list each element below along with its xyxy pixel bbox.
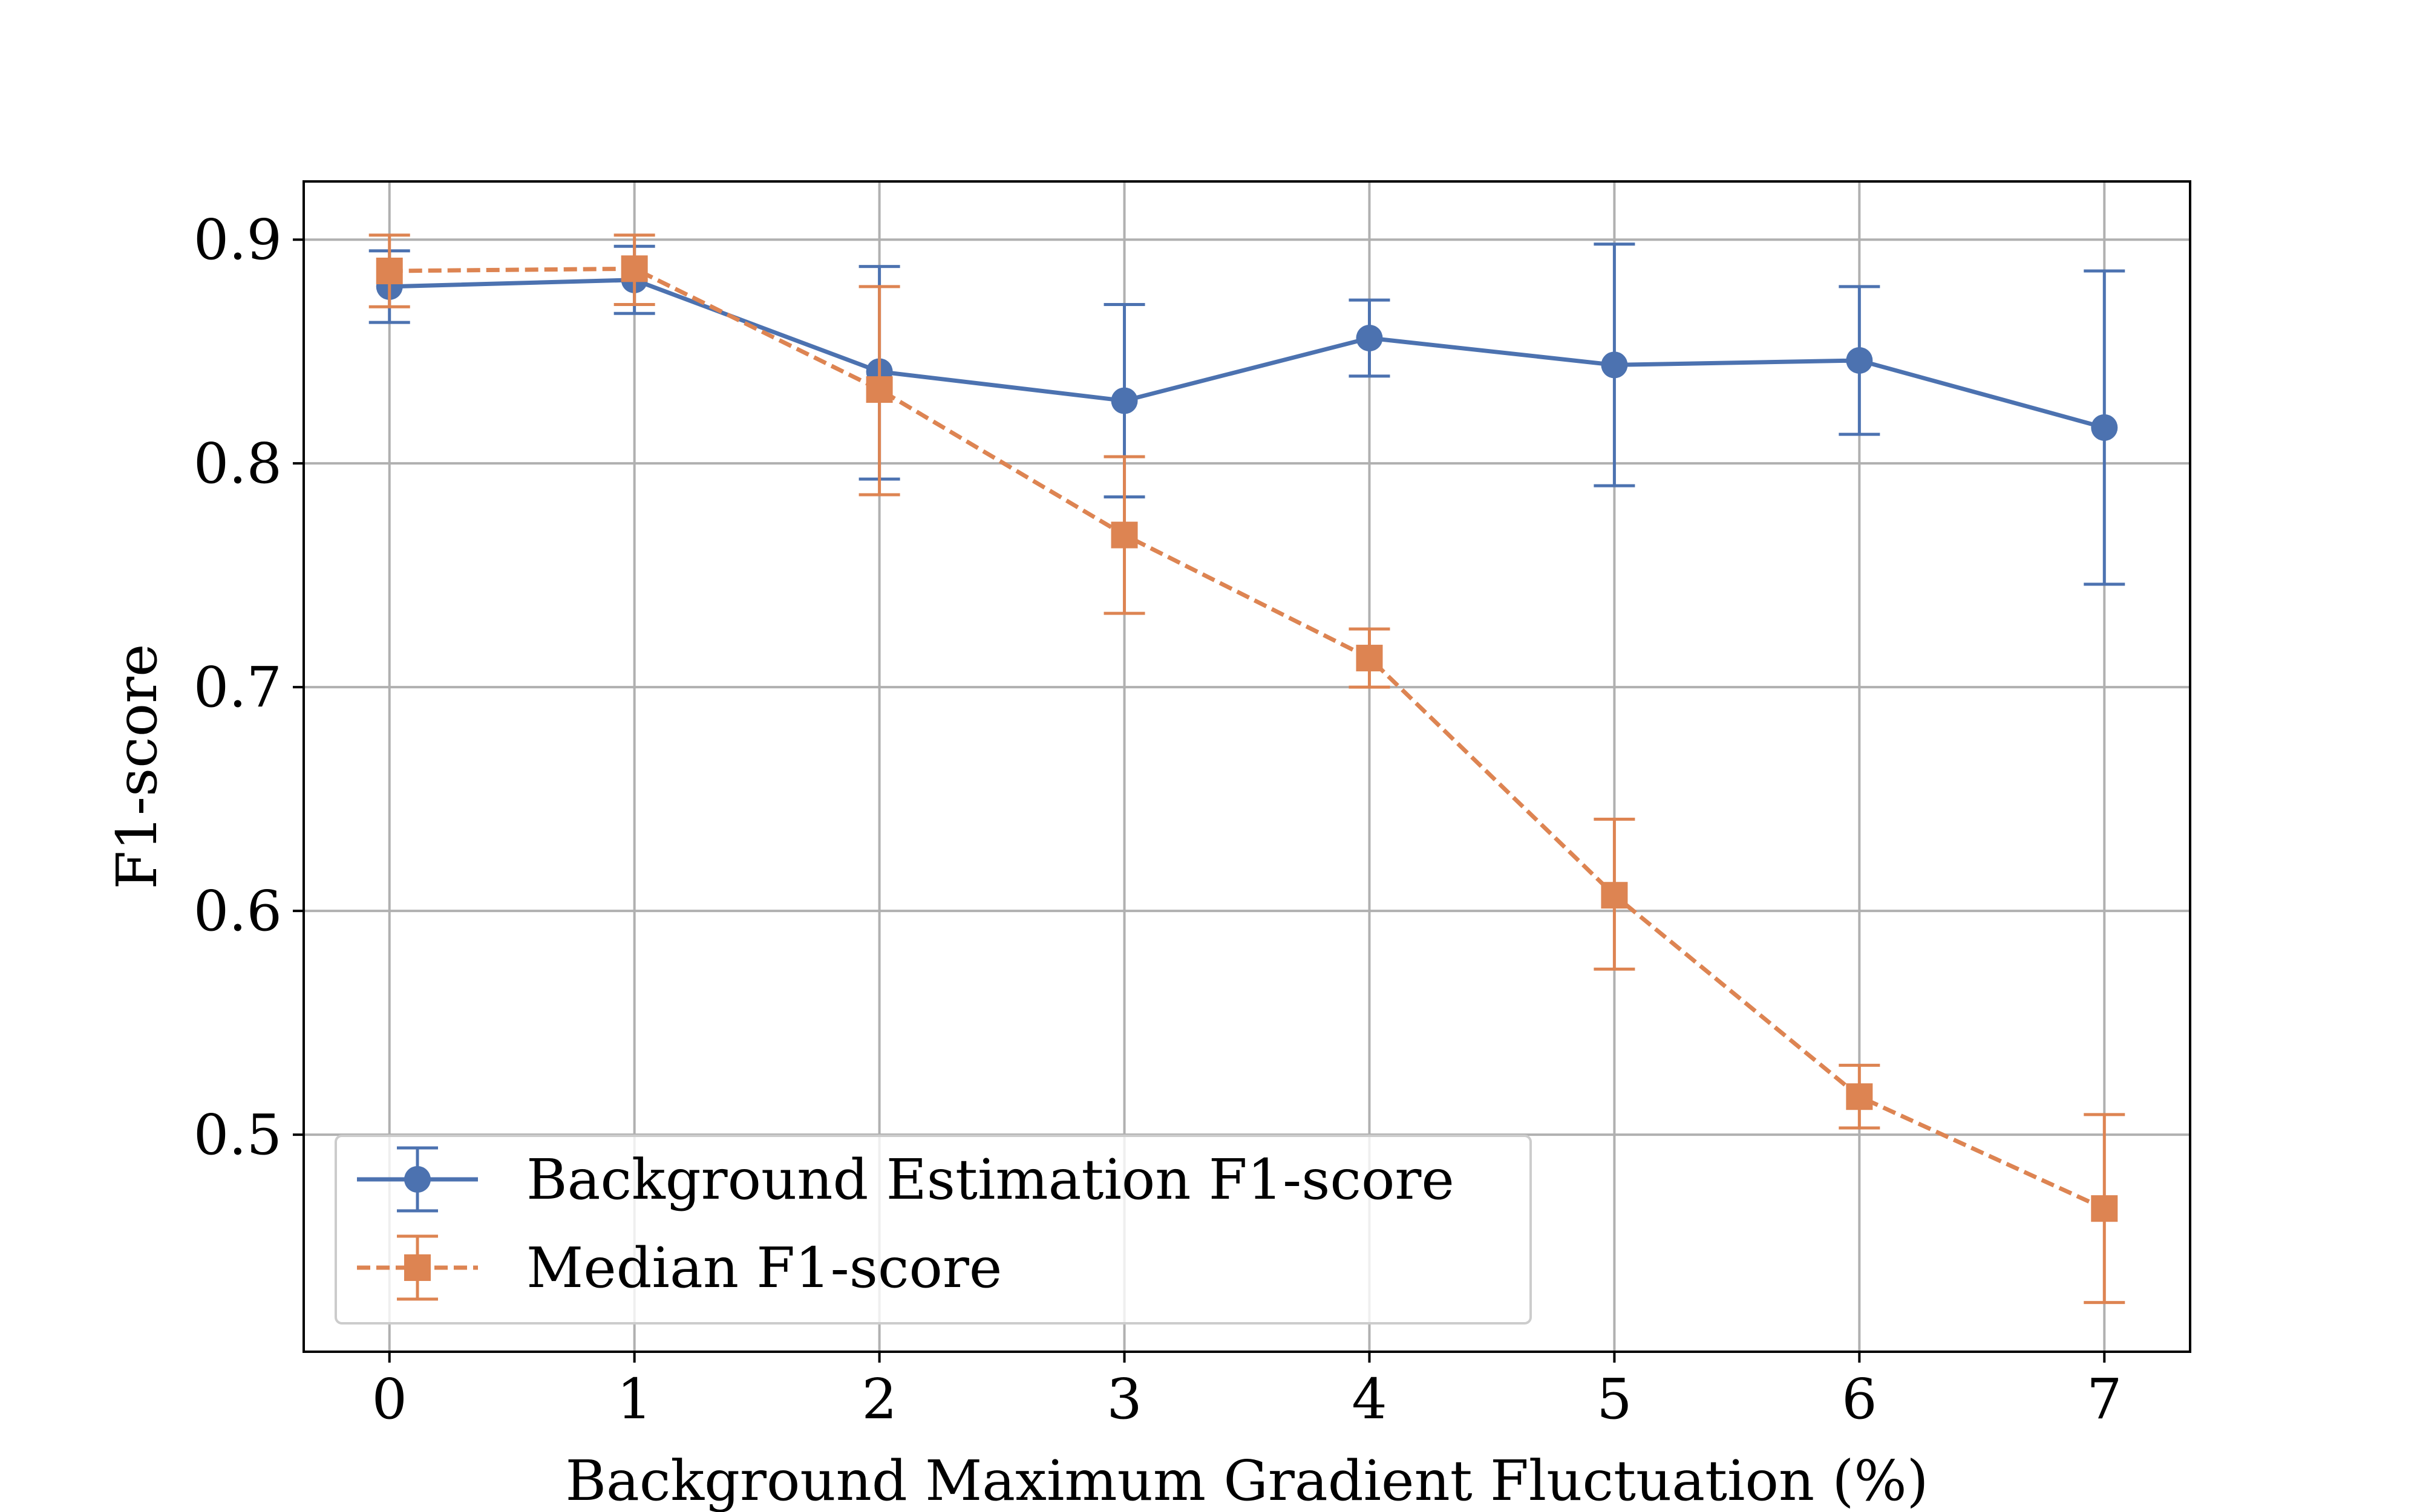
legend-marker [404,1166,431,1193]
x-tick-label: 3 [1107,1367,1142,1432]
axis-ticks: 0 1 2 3 4 5 6 7 0.5 0.6 0.7 0.8 0.9 [194,207,2122,1432]
legend-entry: Background Estimation F1-score [357,1146,1454,1213]
data-point [2091,1195,2118,1222]
legend-box [335,1135,1532,1325]
data-point [1356,645,1383,672]
legend-label: Background Estimation F1-score [526,1147,1454,1212]
series-background-estimation [368,243,2125,586]
x-tick-label: 4 [1352,1367,1387,1432]
x-tick-label: 5 [1597,1367,1632,1432]
x-tick-label: 1 [616,1367,652,1432]
data-point [1601,882,1628,909]
y-tick-label: 0.9 [194,207,282,272]
legend-marker [404,1254,431,1281]
legend: Background Estimation F1-score Median F1-… [335,1135,1532,1325]
data-point [376,257,403,284]
x-tick-label: 0 [371,1367,407,1432]
x-tick-label: 6 [1842,1367,1877,1432]
data-point [1601,351,1628,379]
y-axis-label: F1-score [105,644,169,889]
x-tick-label: 2 [862,1367,897,1432]
y-tick-label: 0.5 [194,1103,282,1167]
data-point [1846,347,1873,374]
data-point [2091,414,2118,441]
data-point [1111,387,1138,414]
data-point [1111,521,1138,549]
legend-entry: Median F1-score [357,1234,1002,1301]
y-tick-label: 0.6 [194,879,282,943]
plot-frame [302,180,2191,1353]
x-axis-label: Background Maximum Gradient Fluctuation … [565,1448,1928,1512]
series-line [389,278,2105,430]
x-tick-label: 7 [2087,1367,2122,1432]
series-layer [368,233,2125,1305]
series-line [389,266,2105,1211]
y-tick-label: 0.7 [194,655,282,720]
data-point [621,255,648,282]
y-tick-label: 0.8 [194,431,282,496]
data-point [1846,1083,1873,1110]
series-median [368,233,2125,1305]
data-point [866,376,893,403]
legend-label: Median F1-score [526,1236,1002,1300]
data-point [1356,324,1383,351]
